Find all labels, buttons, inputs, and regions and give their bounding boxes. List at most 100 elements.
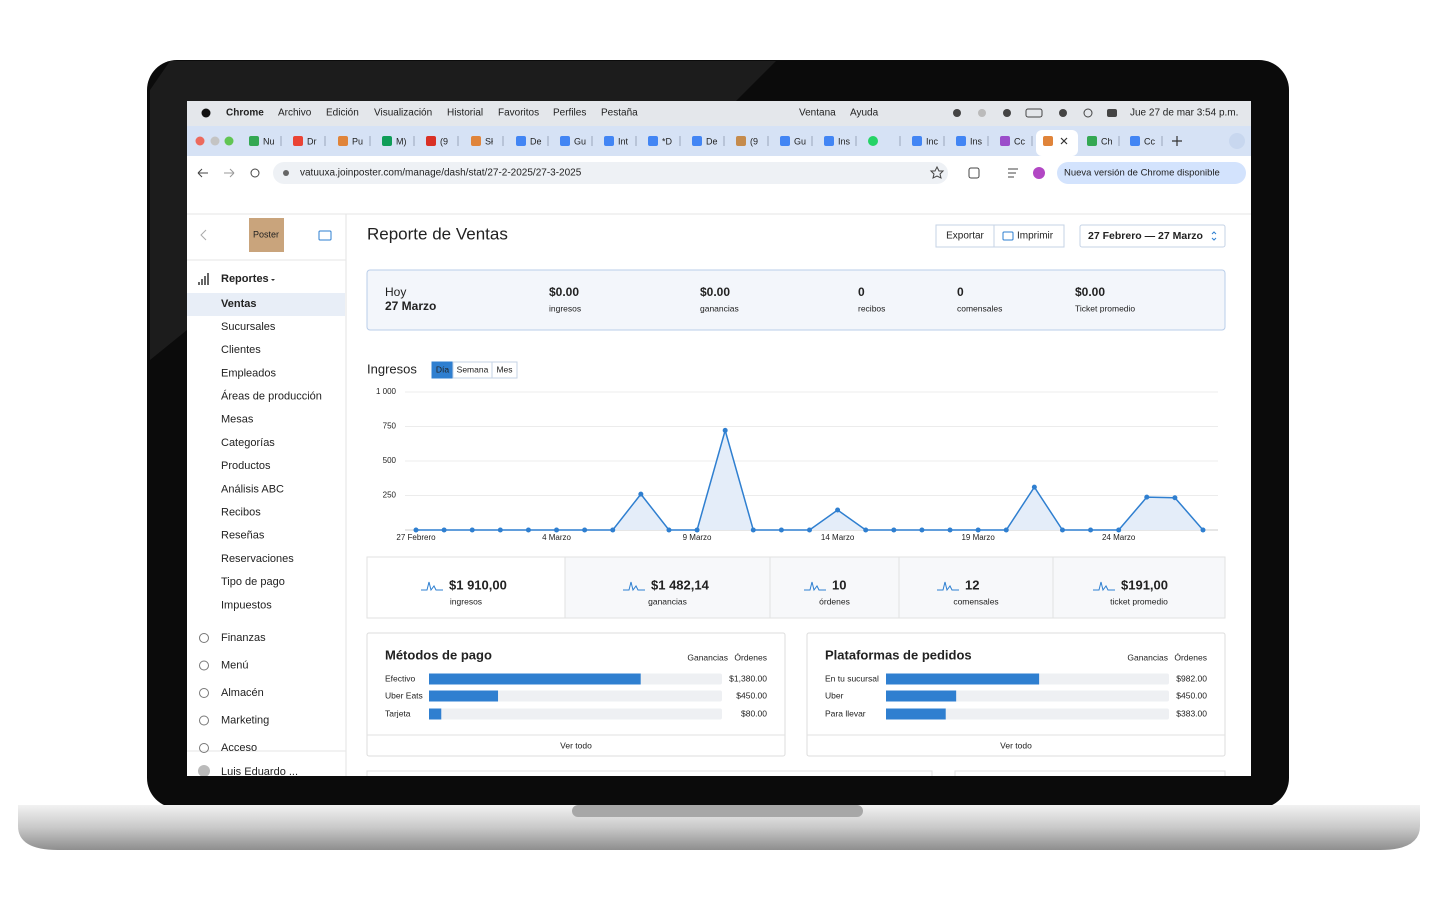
period-button[interactable]	[491, 361, 518, 379]
update-chip-text[interactable]: Nueva versión de Chrome disponible	[1064, 168, 1220, 179]
sidebar-item[interactable]: Sucursales	[221, 321, 276, 333]
tab-label[interactable]: Pu	[352, 136, 363, 146]
sidebar-item[interactable]: Clientes	[221, 344, 261, 356]
back-button[interactable]	[197, 168, 208, 178]
active-tab[interactable]	[1036, 130, 1078, 156]
sidebar-group[interactable]: Almacén	[221, 687, 264, 699]
y-tick-label: 1 000	[376, 387, 397, 396]
date-picker[interactable]	[1079, 224, 1226, 248]
window-zoom[interactable]	[224, 136, 234, 146]
button-label[interactable]: Exportar	[946, 231, 984, 242]
group-icon	[199, 660, 209, 671]
total-box[interactable]	[366, 556, 566, 619]
card-footer[interactable]: Ver todo	[1000, 740, 1032, 750]
point	[807, 527, 812, 533]
window-close[interactable]	[195, 136, 205, 146]
tab-icon	[426, 136, 436, 146]
button-label[interactable]: Imprimir	[1017, 231, 1054, 242]
extensions[interactable]	[968, 167, 980, 179]
menu-item[interactable]: Ayuda	[850, 108, 879, 119]
period-label[interactable]: Día	[436, 364, 450, 374]
button[interactable]	[993, 224, 1065, 248]
menu-item[interactable]: Archivo	[278, 108, 312, 119]
card-option[interactable]: Ganancias	[1127, 652, 1168, 662]
tab-label[interactable]: (9	[440, 136, 448, 146]
tab-label[interactable]: M)	[396, 136, 407, 146]
site-info[interactable]	[283, 170, 289, 176]
date-range[interactable]: 27 Febrero — 27 Marzo	[1088, 230, 1203, 242]
tab-label[interactable]: Sł	[485, 136, 493, 146]
forward-button[interactable]	[224, 168, 235, 178]
card-footer[interactable]: Ver todo	[560, 740, 592, 750]
reload-button[interactable]	[250, 168, 260, 178]
tab-label[interactable]: Ins	[838, 136, 851, 146]
sidebar-item[interactable]: Tipo de pago	[221, 576, 285, 588]
sidebar-section[interactable]: Reportes	[221, 273, 269, 285]
sidebar-group[interactable]: Marketing	[221, 714, 269, 726]
period-label[interactable]: Semana	[457, 364, 489, 374]
point	[1200, 527, 1206, 533]
sidebar-item[interactable]: Áreas de producción	[221, 390, 322, 403]
tab-label[interactable]: Gu	[574, 136, 586, 146]
sidebar-item[interactable]: Categorías	[221, 437, 275, 449]
tab-label[interactable]: *D	[662, 136, 673, 146]
card-option[interactable]: Órdenes	[734, 652, 767, 662]
tab-label[interactable]: (9	[750, 136, 758, 146]
total-box[interactable]	[898, 556, 1054, 619]
tab-close[interactable]	[1060, 137, 1068, 145]
bar-value: $450.00	[736, 690, 767, 700]
collapse-sidebar[interactable]	[200, 229, 207, 241]
menu-item[interactable]: Ventana	[799, 108, 836, 119]
window-minimize[interactable]	[210, 136, 220, 146]
sidebar-group[interactable]: Menú	[221, 659, 249, 671]
x-tick-label: 14 Marzo	[821, 533, 855, 542]
tab-label[interactable]: Ch	[1101, 136, 1113, 146]
tab-label[interactable]: Cc	[1144, 136, 1155, 146]
tab-label[interactable]: De	[530, 136, 542, 146]
tab-label[interactable]: Gu	[794, 136, 806, 146]
tab-label[interactable]: Inc	[926, 136, 939, 146]
menu-item[interactable]: Favoritos	[498, 108, 539, 119]
sidebar-item[interactable]: Impuestos	[221, 599, 272, 611]
tab-icon	[516, 136, 526, 146]
menu-item[interactable]: Visualización	[374, 108, 432, 119]
point	[554, 527, 560, 533]
sidebar-group[interactable]: Finanzas	[221, 632, 266, 644]
sidebar-item[interactable]: Productos	[221, 460, 271, 472]
card-option[interactable]: Órdenes	[1174, 652, 1207, 662]
tab-label[interactable]: Dr	[307, 136, 317, 146]
url-box[interactable]	[273, 162, 948, 184]
tab-label[interactable]: Ins	[970, 136, 983, 146]
period-label[interactable]: Mes	[496, 364, 512, 374]
bar-track	[886, 690, 1169, 702]
sidebar-group[interactable]: Acceso	[221, 742, 257, 754]
status-icon	[953, 109, 961, 117]
update-chip[interactable]	[1057, 162, 1246, 184]
sidebar-item[interactable]: Análisis ABC	[221, 483, 284, 495]
menu-item[interactable]: Perfiles	[553, 108, 586, 119]
new-tab[interactable]	[1172, 136, 1182, 146]
bar	[886, 673, 1040, 685]
sidebar-item[interactable]: Mesas	[221, 414, 254, 426]
tab-label[interactable]: Nu	[263, 136, 275, 146]
menu-item[interactable]: Edición	[326, 108, 359, 119]
total-box[interactable]	[769, 556, 900, 619]
bookmark-star[interactable]	[929, 165, 945, 179]
menu-item[interactable]: Pestaña	[601, 108, 638, 119]
total-box[interactable]	[1052, 556, 1226, 619]
profile-avatar[interactable]	[1033, 167, 1045, 179]
sidebar-item[interactable]: Empleados	[221, 367, 277, 379]
sidebar-item[interactable]: Recibos	[221, 507, 261, 519]
sidebar-item[interactable]: Reseñas	[221, 530, 265, 542]
tab-search[interactable]	[1229, 133, 1245, 149]
pos-icon[interactable]	[318, 230, 332, 241]
user-name[interactable]: Luis Eduardo ...	[221, 766, 298, 778]
tab-label[interactable]: Int	[618, 136, 629, 146]
reading-list[interactable]	[1008, 168, 1018, 178]
tab-label[interactable]: Cc	[1014, 136, 1025, 146]
tab-label[interactable]: De	[706, 136, 718, 146]
sidebar-item[interactable]: Reservaciones	[221, 553, 294, 565]
card-option[interactable]: Ganancias	[687, 652, 728, 662]
menu-item[interactable]: Historial	[447, 108, 483, 119]
sidebar-item-active[interactable]: Ventas	[221, 298, 256, 310]
